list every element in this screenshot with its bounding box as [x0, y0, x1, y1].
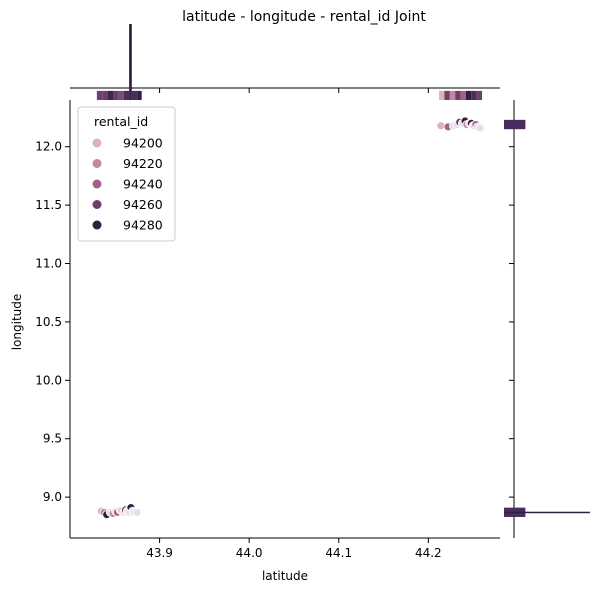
top-marginal-bar	[449, 90, 456, 100]
x-axis-label: latitude	[262, 569, 308, 583]
top-marginal-bar	[439, 90, 445, 100]
legend-label: 94240	[123, 177, 163, 192]
legend-label: 94260	[123, 197, 163, 212]
top-marginal-bar	[96, 90, 103, 100]
legend-frame	[77, 106, 176, 242]
top-marginal-bar	[465, 90, 472, 100]
legend-marker	[92, 200, 102, 209]
top-marginal-bar	[118, 90, 124, 100]
legend-label: 94220	[123, 156, 163, 171]
top-marginal-bar	[137, 90, 142, 100]
top-marginal-bar	[460, 90, 466, 100]
top-marginal-bar	[131, 90, 138, 100]
y-tick-label: 9.0	[43, 490, 62, 504]
top-marginal-bar	[444, 90, 450, 100]
scatter-points	[96, 116, 485, 520]
legend-title: rental_id	[94, 114, 148, 129]
top-marginal-bar	[113, 90, 119, 100]
top-marginal-bar	[476, 90, 483, 100]
chart-title: latitude - longitude - rental_id Joint	[182, 9, 426, 25]
legend-marker	[92, 159, 102, 168]
legend-label: 94200	[123, 136, 163, 151]
legend-label: 94280	[123, 218, 163, 233]
right-marginal-bar	[504, 511, 590, 514]
top-marginal-bar	[471, 90, 477, 100]
scatter-point	[132, 507, 142, 517]
legend: rental_id 94200 94220 94240 94260 94280	[77, 106, 176, 242]
y-tick-label: 11.5	[35, 198, 62, 212]
legend-marker	[92, 179, 102, 189]
y-tick-label: 12.0	[35, 140, 62, 154]
scatter-point	[475, 123, 485, 133]
legend-marker	[92, 138, 102, 148]
top-marginal-bar	[102, 90, 108, 100]
y-tick-label: 10.0	[35, 373, 62, 387]
x-tick-label: 43.9	[146, 546, 173, 560]
x-tick-label: 44.0	[236, 546, 263, 560]
scatter-point	[436, 121, 446, 131]
top-marginal-bar	[123, 90, 130, 100]
y-tick-label: 10.5	[35, 315, 62, 329]
axes: 43.9 44.0 44.1 44.2 9.0 9.5 10.0 10.5 11.0 11.5 12…	[35, 100, 500, 560]
x-tick-label: 44.1	[325, 546, 352, 560]
right-marginal-bar	[504, 119, 526, 130]
y-axis-label: longitude	[10, 294, 24, 351]
y-tick-label: 11.0	[35, 257, 62, 271]
right-marginal-histogram	[504, 100, 590, 538]
top-marginal-histogram	[70, 24, 500, 100]
top-marginal-bar	[455, 90, 461, 100]
legend-marker	[92, 220, 102, 230]
top-marginal-bar	[107, 90, 113, 100]
x-tick-label: 44.2	[415, 546, 442, 560]
y-tick-label: 9.5	[43, 432, 62, 446]
top-marginal-bar	[129, 24, 132, 100]
